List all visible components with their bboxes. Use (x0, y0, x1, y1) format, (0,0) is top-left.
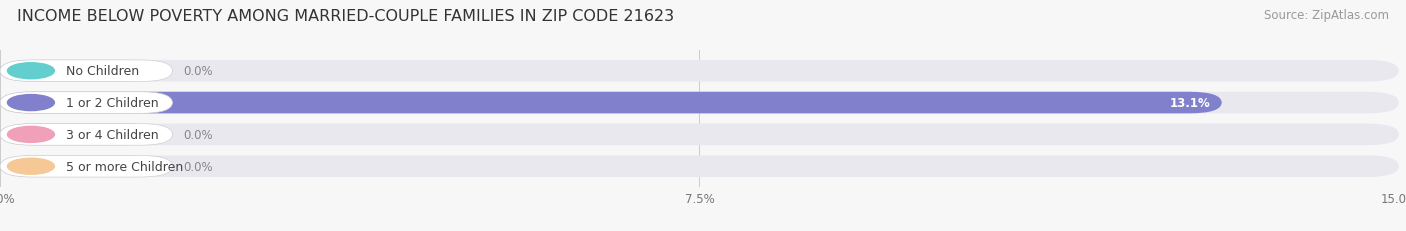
FancyBboxPatch shape (0, 61, 173, 82)
Text: 0.0%: 0.0% (184, 65, 214, 78)
FancyBboxPatch shape (0, 124, 159, 146)
FancyBboxPatch shape (0, 61, 159, 82)
Text: 1 or 2 Children: 1 or 2 Children (66, 97, 159, 109)
Circle shape (7, 95, 55, 111)
Text: 13.1%: 13.1% (1170, 97, 1211, 109)
Text: Source: ZipAtlas.com: Source: ZipAtlas.com (1264, 9, 1389, 22)
FancyBboxPatch shape (0, 156, 159, 177)
Text: INCOME BELOW POVERTY AMONG MARRIED-COUPLE FAMILIES IN ZIP CODE 21623: INCOME BELOW POVERTY AMONG MARRIED-COUPL… (17, 9, 673, 24)
FancyBboxPatch shape (0, 124, 1399, 146)
FancyBboxPatch shape (0, 156, 1399, 177)
Circle shape (7, 158, 55, 174)
Circle shape (7, 127, 55, 143)
FancyBboxPatch shape (0, 61, 1399, 82)
Text: 3 or 4 Children: 3 or 4 Children (66, 128, 159, 141)
FancyBboxPatch shape (0, 92, 1399, 114)
FancyBboxPatch shape (0, 92, 173, 114)
FancyBboxPatch shape (0, 124, 173, 146)
Text: 0.0%: 0.0% (184, 160, 214, 173)
Text: 5 or more Children: 5 or more Children (66, 160, 183, 173)
Circle shape (7, 64, 55, 79)
FancyBboxPatch shape (0, 92, 1222, 114)
Text: No Children: No Children (66, 65, 139, 78)
Text: 0.0%: 0.0% (184, 128, 214, 141)
FancyBboxPatch shape (0, 156, 173, 177)
